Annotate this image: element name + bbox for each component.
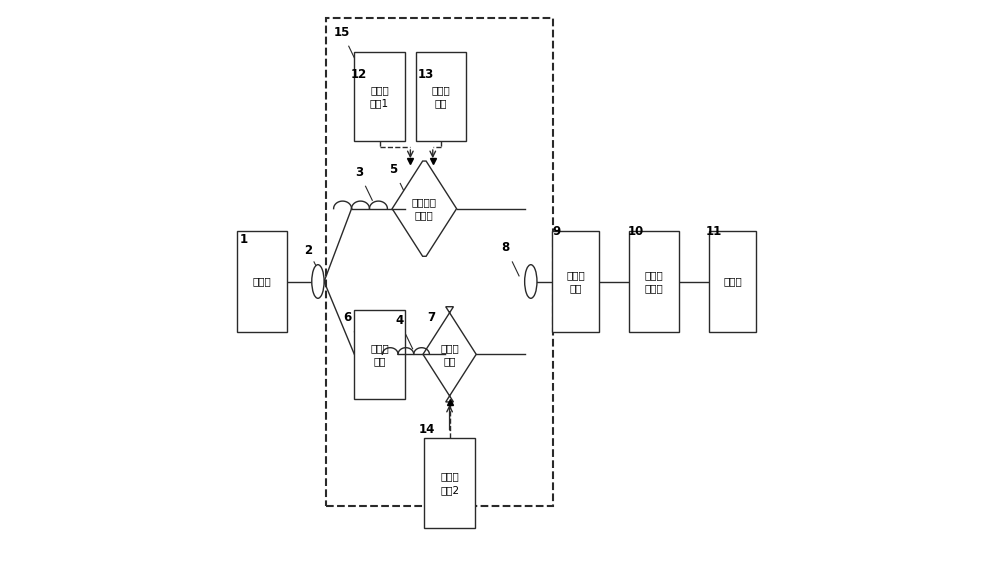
FancyBboxPatch shape xyxy=(354,310,405,399)
Text: 直流信
号源: 直流信 号源 xyxy=(432,85,451,108)
FancyBboxPatch shape xyxy=(424,439,475,528)
Text: 15: 15 xyxy=(334,26,350,39)
Text: 12: 12 xyxy=(351,68,367,81)
Text: 相位调
制器: 相位调 制器 xyxy=(440,343,459,366)
FancyBboxPatch shape xyxy=(354,52,405,141)
FancyBboxPatch shape xyxy=(709,231,756,332)
Text: 固定电
滤波器: 固定电 滤波器 xyxy=(645,270,663,293)
Text: 声光移
频器: 声光移 频器 xyxy=(370,343,389,366)
Ellipse shape xyxy=(525,265,537,298)
FancyBboxPatch shape xyxy=(552,231,599,332)
Text: 14: 14 xyxy=(419,423,435,436)
Text: 示波器: 示波器 xyxy=(723,276,742,287)
Text: 13: 13 xyxy=(418,68,434,81)
Text: 8: 8 xyxy=(501,242,510,254)
Text: 7: 7 xyxy=(428,311,436,324)
Polygon shape xyxy=(423,307,476,402)
FancyBboxPatch shape xyxy=(629,231,679,332)
Text: 4: 4 xyxy=(395,314,403,327)
Text: 5: 5 xyxy=(389,163,398,176)
Text: 1: 1 xyxy=(239,233,247,246)
Text: 电光强度
调制器: 电光强度 调制器 xyxy=(412,197,437,220)
FancyBboxPatch shape xyxy=(237,231,287,332)
Text: 6: 6 xyxy=(343,311,352,324)
Text: 微波信
号源1: 微波信 号源1 xyxy=(370,85,389,108)
Polygon shape xyxy=(392,161,457,256)
Text: 11: 11 xyxy=(706,225,722,238)
Text: 3: 3 xyxy=(355,166,363,179)
Text: 2: 2 xyxy=(304,244,312,257)
Text: 微波信
号源2: 微波信 号源2 xyxy=(440,472,459,495)
Ellipse shape xyxy=(312,265,324,298)
Text: 10: 10 xyxy=(627,225,644,238)
Text: 光电探
测器: 光电探 测器 xyxy=(566,270,585,293)
Text: 激光器: 激光器 xyxy=(253,276,271,287)
Text: 9: 9 xyxy=(552,225,561,238)
FancyBboxPatch shape xyxy=(416,52,466,141)
